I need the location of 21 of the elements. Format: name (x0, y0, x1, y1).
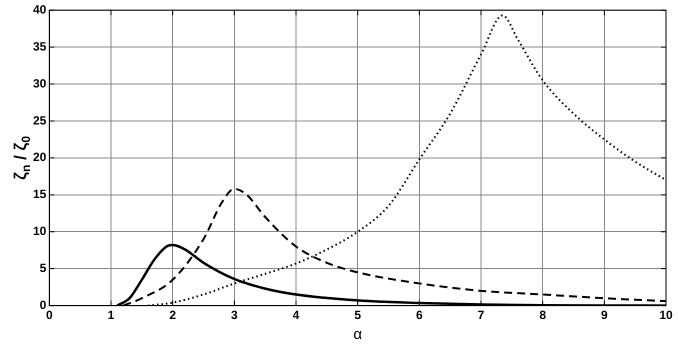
y-tick-label: 5 (40, 260, 47, 275)
y-tick-label: 35 (32, 39, 47, 54)
y-axis-title: ζn / ζ0 (11, 136, 33, 180)
x-tick-label: 10 (659, 308, 673, 322)
y-tick-label: 40 (32, 2, 47, 17)
y-tick-label: 25 (32, 113, 47, 128)
y-tick-label: 15 (32, 187, 47, 202)
x-tick-label: 3 (231, 308, 238, 322)
x-tick-label: 9 (600, 308, 608, 322)
y-tick-label: 20 (32, 150, 47, 164)
x-tick-label: 1 (108, 308, 115, 322)
y-tick-label: 0 (40, 298, 47, 312)
x-tick-label: 6 (416, 308, 423, 322)
x-tick-label: 8 (539, 308, 546, 322)
x-tick-label: 2 (169, 308, 176, 322)
x-tick-label: 7 (478, 308, 485, 322)
y-tick-label: 10 (32, 224, 47, 238)
x-tick-label: 5 (354, 308, 362, 322)
y-tick-label: 30 (32, 76, 47, 90)
x-tick-label: 4 (292, 308, 300, 322)
x-axis-title: α (353, 326, 362, 344)
